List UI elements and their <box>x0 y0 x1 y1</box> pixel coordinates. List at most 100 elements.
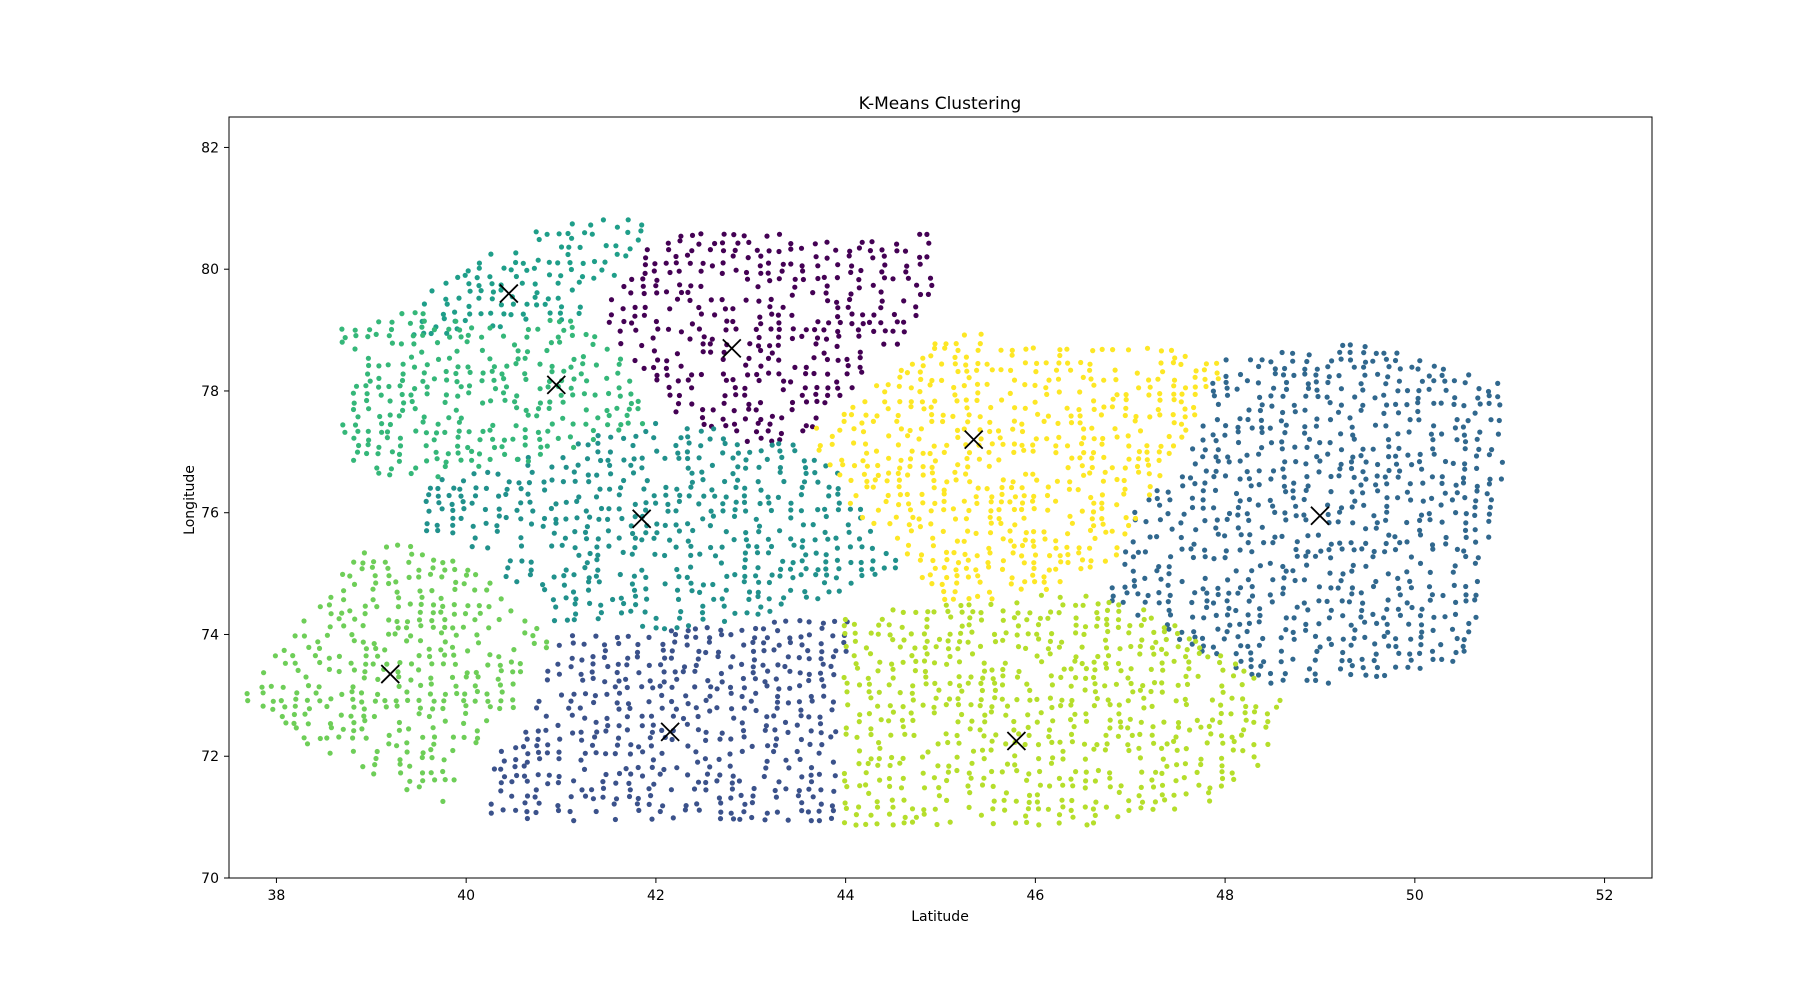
data-point <box>721 400 727 406</box>
data-point <box>789 292 795 298</box>
data-point <box>703 779 709 786</box>
data-point <box>444 377 450 383</box>
data-point <box>769 442 775 448</box>
data-point <box>1221 636 1227 642</box>
data-point <box>260 703 266 709</box>
data-point <box>606 506 612 512</box>
data-point <box>896 502 902 508</box>
data-point <box>981 668 988 674</box>
data-point <box>1150 724 1156 730</box>
data-point <box>1251 742 1257 748</box>
data-point <box>992 687 999 694</box>
data-point <box>616 506 622 512</box>
data-point <box>1172 806 1178 812</box>
data-point <box>1053 538 1059 544</box>
data-point <box>496 513 502 519</box>
data-point <box>1326 615 1332 621</box>
data-point <box>1179 474 1185 480</box>
data-point <box>1030 442 1036 448</box>
data-point <box>603 771 609 778</box>
data-point <box>570 421 576 427</box>
data-point <box>512 764 518 770</box>
data-point <box>1312 657 1318 663</box>
data-point <box>412 386 418 392</box>
data-point <box>721 231 727 237</box>
data-point <box>595 536 601 542</box>
data-point <box>372 698 378 704</box>
data-point <box>1454 437 1460 443</box>
data-point <box>1245 540 1251 546</box>
data-point <box>965 528 971 534</box>
data-point <box>1473 592 1479 598</box>
data-point <box>769 572 775 578</box>
data-point <box>313 690 319 696</box>
data-point <box>1256 451 1262 457</box>
data-point <box>720 501 726 507</box>
data-point <box>753 707 759 714</box>
data-point <box>1056 610 1062 616</box>
data-point <box>583 331 589 338</box>
data-point <box>632 313 638 319</box>
data-point <box>627 246 633 252</box>
data-point <box>1325 511 1331 518</box>
data-point <box>1115 660 1122 667</box>
data-point <box>1000 477 1006 483</box>
data-point <box>442 399 448 405</box>
data-point <box>885 406 891 412</box>
data-point <box>654 530 660 536</box>
data-point <box>1382 549 1388 555</box>
data-point <box>1279 446 1285 452</box>
data-point <box>1154 488 1160 494</box>
data-point <box>1146 392 1152 398</box>
data-point <box>550 597 557 603</box>
data-point <box>911 732 917 739</box>
data-point <box>1050 718 1056 724</box>
data-point <box>743 537 750 543</box>
data-point <box>431 741 437 747</box>
data-point <box>847 500 854 506</box>
data-point <box>741 499 748 505</box>
data-point <box>997 435 1003 441</box>
data-point <box>582 230 588 236</box>
data-point <box>986 449 992 455</box>
data-point <box>653 625 659 631</box>
data-point <box>513 757 519 763</box>
data-point <box>909 690 915 696</box>
data-point <box>361 675 367 681</box>
data-point <box>764 635 771 641</box>
data-point <box>584 560 590 566</box>
data-point <box>707 708 713 714</box>
data-point <box>577 304 583 310</box>
data-point <box>984 486 990 492</box>
data-point <box>1170 443 1177 449</box>
data-point <box>768 507 775 514</box>
data-point <box>690 527 696 534</box>
data-point <box>722 440 728 447</box>
data-point <box>1292 577 1298 584</box>
data-point <box>396 719 402 726</box>
data-point <box>457 486 463 492</box>
data-point <box>621 318 627 325</box>
data-point <box>549 363 555 369</box>
data-point <box>1408 585 1414 591</box>
data-point <box>1270 503 1276 509</box>
data-point <box>316 645 323 652</box>
data-point <box>521 763 527 769</box>
data-point <box>419 552 425 558</box>
data-point <box>1081 741 1088 747</box>
data-point <box>845 363 851 369</box>
data-point <box>1134 370 1140 376</box>
data-point <box>1047 651 1053 657</box>
data-point <box>917 369 923 375</box>
data-point <box>859 420 865 426</box>
data-point <box>755 589 761 596</box>
data-point <box>639 684 645 690</box>
data-point <box>1381 392 1387 398</box>
data-point <box>1282 671 1288 677</box>
data-point <box>397 757 403 763</box>
data-point <box>1107 775 1113 781</box>
data-point <box>1370 358 1376 364</box>
data-point <box>1026 732 1032 739</box>
data-point <box>961 383 967 389</box>
data-point <box>685 623 692 629</box>
